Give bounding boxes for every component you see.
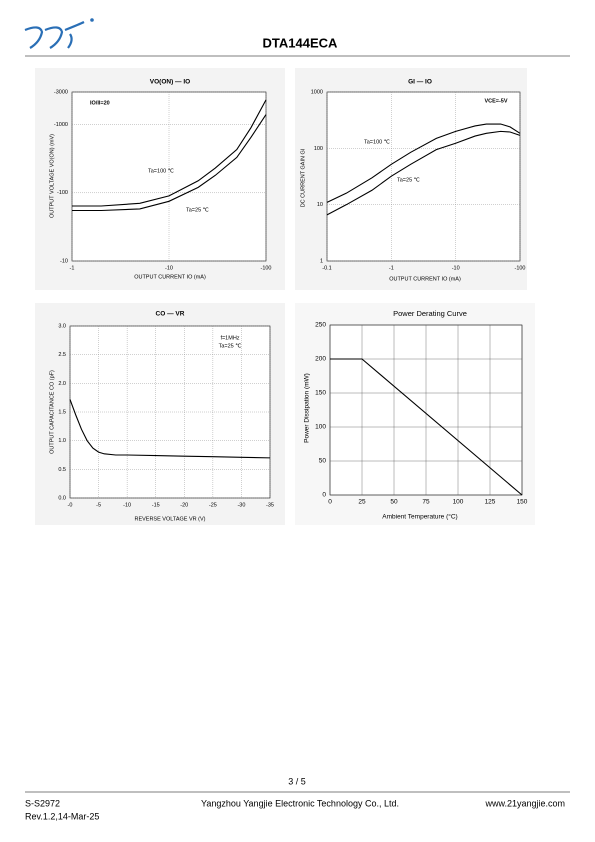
data-line bbox=[72, 114, 267, 212]
x-tick-label: -25 bbox=[209, 502, 217, 508]
chart-title: VO(ON) — IO bbox=[150, 79, 190, 86]
y-tick-label: 1.5 bbox=[58, 409, 66, 415]
x-tick-label: -10 bbox=[165, 265, 173, 271]
y-tick-label: 2.0 bbox=[58, 381, 66, 387]
data-line bbox=[69, 399, 271, 459]
data-line bbox=[326, 123, 521, 203]
x-tick-label: -20 bbox=[180, 502, 188, 508]
x-tick-label: -0 bbox=[68, 502, 73, 508]
x-tick-label: 125 bbox=[485, 499, 496, 506]
y-tick-label: 0.0 bbox=[58, 495, 66, 501]
data-line bbox=[72, 99, 267, 207]
annotation: IO/II=20 bbox=[90, 100, 110, 106]
y-tick-label: 100 bbox=[315, 424, 326, 431]
x-tick-label: 100 bbox=[453, 499, 464, 506]
annotation: Ta=25 ℃ bbox=[219, 343, 243, 349]
x-axis-label: REVERSE VOLTAGE VR (V) bbox=[134, 516, 205, 522]
y-tick-label: 50 bbox=[319, 458, 327, 465]
y-tick-label: -100 bbox=[57, 190, 68, 196]
series-label: Ta=25 ℃ bbox=[186, 207, 210, 213]
data-line bbox=[330, 358, 523, 496]
y-tick-label: -1000 bbox=[54, 122, 68, 128]
y-tick-label: 0.5 bbox=[58, 467, 66, 473]
chart-title: GI — IO bbox=[408, 79, 432, 86]
x-tick-label: 0 bbox=[328, 499, 332, 506]
x-tick-label: -5 bbox=[96, 502, 101, 508]
y-tick-label: 100 bbox=[314, 146, 323, 152]
x-tick-label: -35 bbox=[266, 502, 274, 508]
x-tick-label: -1 bbox=[70, 265, 75, 271]
revision: Rev.1.2,14-Mar-25 bbox=[25, 811, 99, 821]
doc-title: DTA144ECA bbox=[263, 35, 339, 50]
page-number: 3 / 5 bbox=[288, 776, 306, 786]
annotation: f=1MHz bbox=[220, 335, 239, 341]
x-tick-label: -30 bbox=[237, 502, 245, 508]
x-tick-label: -1 bbox=[389, 265, 394, 271]
website: www.21yangjie.com bbox=[484, 798, 565, 808]
y-tick-label: 200 bbox=[315, 356, 326, 363]
x-axis-label: OUTPUT CURRENT IO (mA) bbox=[389, 276, 461, 282]
annotation: VCE=-5V bbox=[484, 98, 507, 104]
chart-title: CO — VR bbox=[156, 311, 185, 318]
chart: 0 25 50 75 100 125 150 0 50 100 150 200 250 Power Der… bbox=[295, 303, 535, 525]
y-tick-label: 10 bbox=[317, 202, 323, 208]
y-tick-label: 3.0 bbox=[58, 323, 66, 329]
y-axis-label: Power Dissipation (mW) bbox=[304, 373, 311, 443]
data-line bbox=[326, 130, 521, 216]
y-axis-label: OUTPUT VOLTAGE VO(ON) (mV) bbox=[49, 134, 55, 218]
x-tick-label: -10 bbox=[123, 502, 131, 508]
y-tick-label: 150 bbox=[315, 390, 326, 397]
y-tick-label: -3000 bbox=[54, 89, 68, 95]
x-tick-label: -100 bbox=[260, 265, 271, 271]
series-label: Ta=100 ℃ bbox=[364, 139, 391, 145]
x-axis-label: OUTPUT CURRENT IO (mA) bbox=[134, 274, 206, 280]
x-tick-label: 150 bbox=[517, 499, 528, 506]
y-axis-label: OUTPUT CAPACITANCE CO (pF) bbox=[49, 370, 55, 454]
doc-number: S-S2972 bbox=[25, 798, 60, 808]
y-tick-label: 1 bbox=[320, 258, 323, 264]
series-label: Ta=100 ℃ bbox=[148, 168, 175, 174]
company: Yangzhou Yangjie Electronic Technology C… bbox=[201, 798, 399, 808]
y-tick-label: -10 bbox=[60, 258, 68, 264]
x-tick-label: -10 bbox=[452, 265, 460, 271]
x-axis-label: Ambient Temperature (°C) bbox=[382, 513, 457, 521]
x-tick-label: 50 bbox=[390, 499, 398, 506]
chart: -0.1 -1 -10 -100 1 10 100 1000 GI — IO OUTPUT CUR… bbox=[295, 68, 527, 290]
y-tick-label: 2.5 bbox=[58, 352, 66, 358]
chart-title: Power Derating Curve bbox=[393, 309, 467, 318]
x-tick-label: -0.1 bbox=[322, 265, 331, 271]
y-tick-label: 1.0 bbox=[58, 438, 66, 444]
y-tick-label: 0 bbox=[322, 492, 326, 499]
x-tick-label: -100 bbox=[514, 265, 525, 271]
plot-area bbox=[326, 91, 521, 262]
x-tick-label: 75 bbox=[422, 499, 430, 506]
y-axis-label: DC CURRENT GAIN GI bbox=[300, 148, 306, 207]
chart: -0 -5 -10 -15 -20 -25 -30 -35 0.0 0.5 1.0 1.5 2.0 2.5… bbox=[35, 303, 285, 525]
y-tick-label: 250 bbox=[315, 322, 326, 329]
logo bbox=[24, 18, 94, 49]
x-tick-label: 25 bbox=[358, 499, 366, 506]
y-tick-label: 1000 bbox=[311, 89, 323, 95]
series-label: Ta=25 ℃ bbox=[397, 177, 421, 183]
x-tick-label: -15 bbox=[152, 502, 160, 508]
